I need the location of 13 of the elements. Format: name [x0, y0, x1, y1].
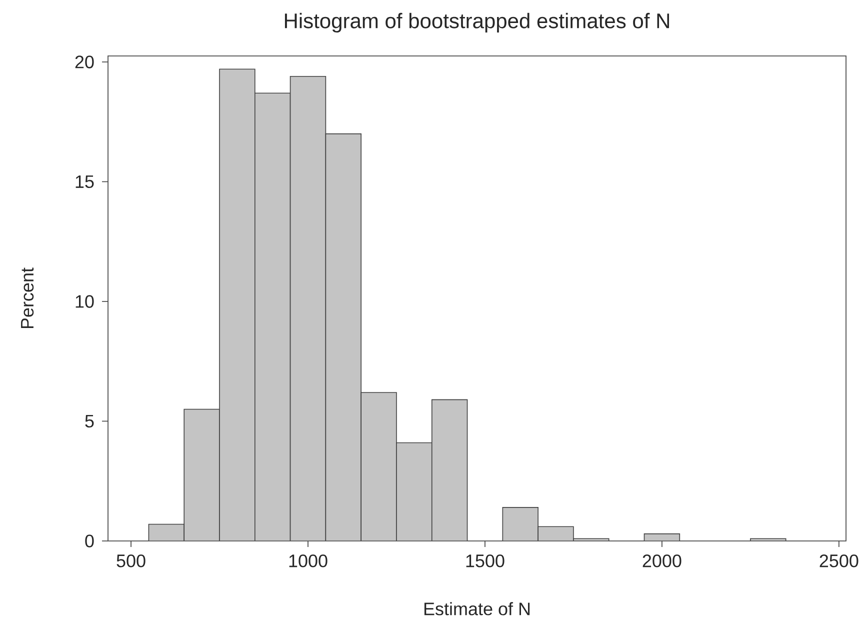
chart-title: Histogram of bootstrapped estimates of N: [284, 12, 670, 32]
x-axis-title: Estimate of N: [424, 602, 530, 616]
x-tick-label: 1500: [466, 554, 504, 568]
x-tick-label: 2000: [642, 554, 682, 568]
y-tick-label: 0: [85, 534, 94, 548]
y-tick-label: 20: [75, 56, 94, 68]
y-axis-title: Percent: [21, 268, 34, 328]
x-tick-label: 500: [116, 554, 146, 568]
y-tick-label: 10: [76, 295, 94, 308]
x-tick-label: 2500: [820, 554, 858, 568]
x-tick-label: 1000: [289, 554, 328, 568]
y-tick-label: 15: [76, 175, 94, 188]
y-tick-label: 5: [85, 414, 94, 428]
